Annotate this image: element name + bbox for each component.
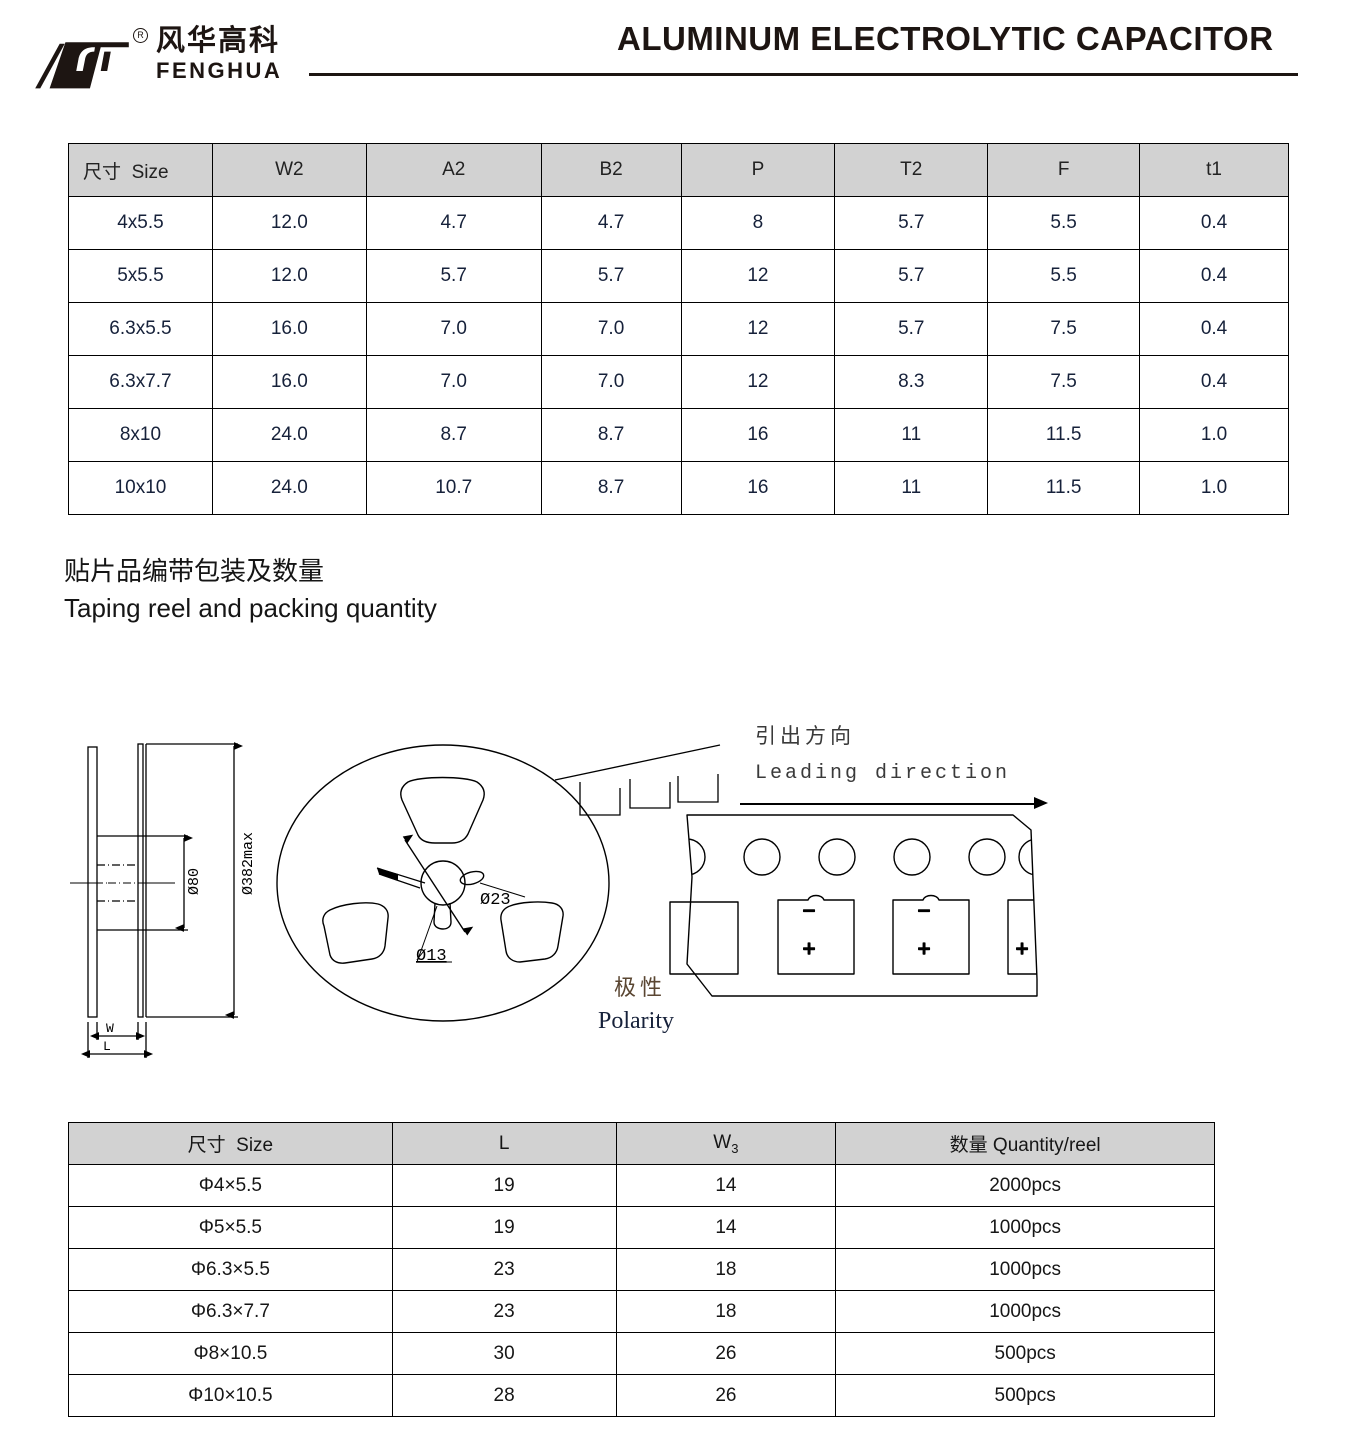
svg-text:+: + <box>918 936 931 961</box>
svg-text:+: + <box>803 936 816 961</box>
svg-text:−: − <box>918 898 931 923</box>
svg-text:L: L <box>103 1039 111 1054</box>
svg-text:Ø13: Ø13 <box>416 947 447 966</box>
svg-text:Ø23: Ø23 <box>480 891 511 910</box>
svg-text:+: + <box>1016 936 1029 961</box>
svg-text:−: − <box>803 898 816 923</box>
svg-text:W: W <box>106 1021 114 1036</box>
